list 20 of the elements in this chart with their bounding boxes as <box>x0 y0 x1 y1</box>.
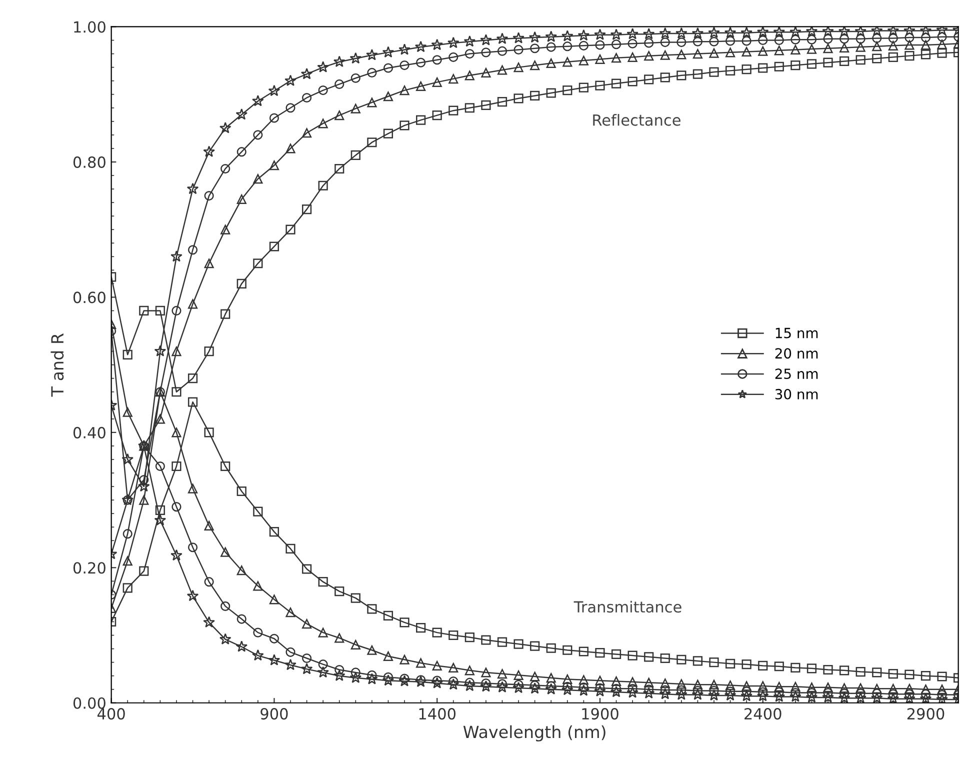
legend-label: 15 nm <box>776 328 818 338</box>
legend-label: 20 nm <box>775 348 818 359</box>
annotation: Reflectance <box>593 114 680 126</box>
legend-label: 25 nm <box>775 368 818 380</box>
y-tick-label: 0.60 <box>73 292 106 304</box>
y-axis-title: T and R <box>50 333 64 397</box>
x-tick-label: 2900 <box>907 708 944 720</box>
y-tick-label: 0.80 <box>73 156 106 168</box>
legend-label: 30 nm <box>775 388 818 400</box>
annotation: Transmittance <box>574 600 682 613</box>
x-tick-label: 900 <box>260 708 288 720</box>
x-tick-label: 1900 <box>582 708 618 720</box>
y-tick-label: 0.00 <box>73 697 106 709</box>
y-tick-label: 0.20 <box>73 562 106 574</box>
y-tick-label: 1.00 <box>74 21 106 33</box>
x-tick-label: 2400 <box>744 708 782 720</box>
y-tick-label: 0.40 <box>73 426 106 438</box>
x-tick-label: 1400 <box>419 708 456 720</box>
x-tick-label: 400 <box>97 708 125 720</box>
x-axis-title: Wavelength (nm) <box>463 725 606 742</box>
